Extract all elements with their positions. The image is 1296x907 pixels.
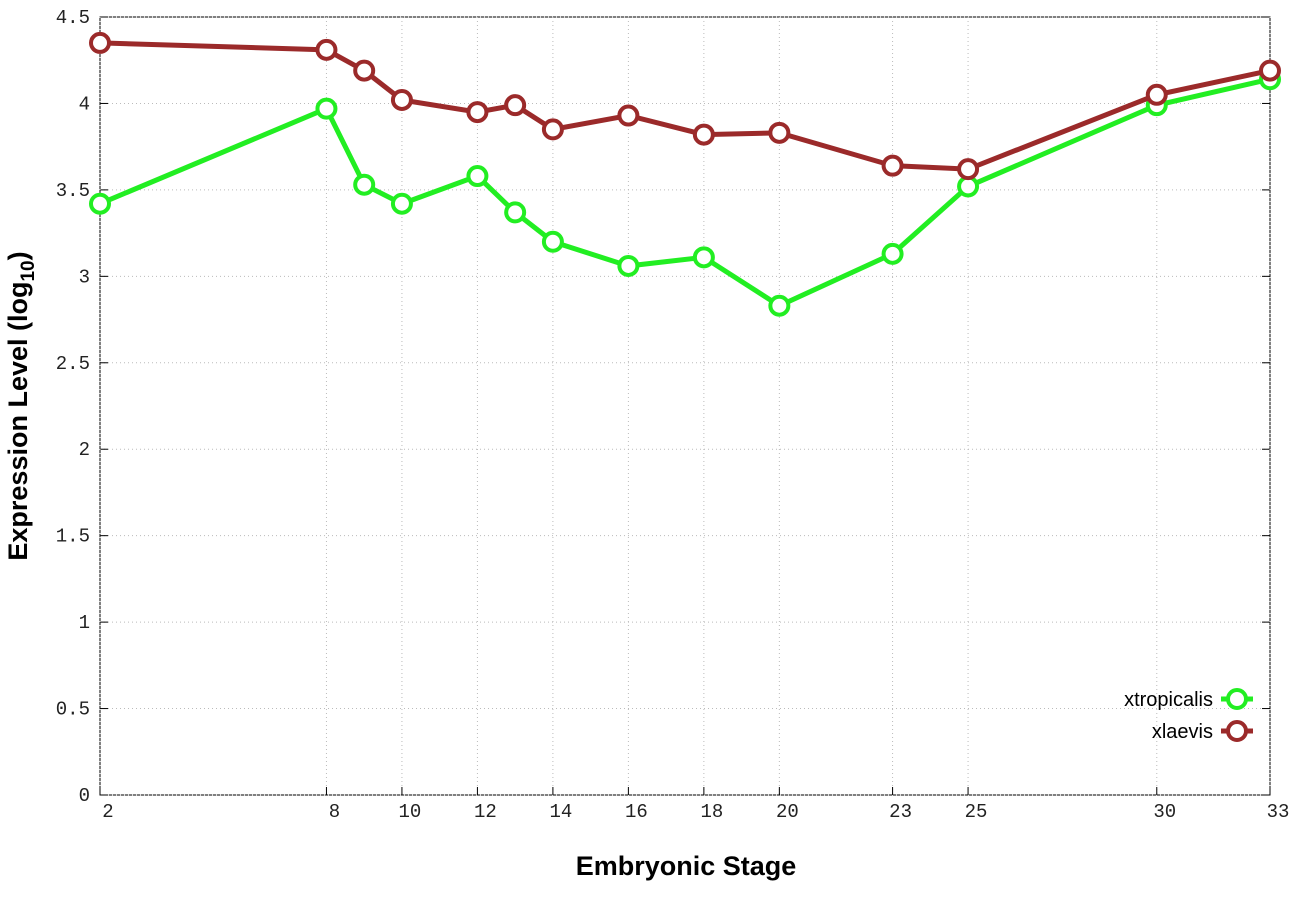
legend-marker bbox=[1226, 688, 1248, 710]
series-line bbox=[99, 76, 1271, 309]
legend-label: xlaevis bbox=[1152, 721, 1213, 743]
data-point bbox=[541, 230, 564, 253]
y-tick-label: 3.5 bbox=[56, 180, 90, 202]
y-title-subscript: 10 bbox=[18, 260, 39, 281]
x-axis-title: Embryonic Stage bbox=[576, 851, 797, 881]
data-point bbox=[881, 154, 904, 177]
y-axis-title: Expression Level (log10) bbox=[3, 251, 39, 560]
data-point bbox=[957, 158, 980, 181]
x-tick-label: 10 bbox=[399, 801, 422, 823]
x-tick-label: 8 bbox=[329, 801, 340, 823]
data-point bbox=[89, 192, 111, 215]
data-point bbox=[466, 101, 489, 124]
data-point bbox=[504, 94, 527, 117]
x-tick-label: 23 bbox=[889, 801, 912, 823]
data-point bbox=[768, 121, 791, 144]
data-point bbox=[692, 246, 715, 269]
data-point bbox=[466, 165, 489, 188]
y-title-text: Expression Level (log bbox=[3, 282, 33, 561]
x-tick-label: 20 bbox=[776, 801, 799, 823]
data-point bbox=[353, 59, 376, 82]
data-point bbox=[692, 123, 715, 146]
data-point bbox=[89, 31, 111, 54]
x-tick-label: 16 bbox=[625, 801, 648, 823]
x-tick-label: 33 bbox=[1267, 801, 1290, 823]
x-tick-label: 12 bbox=[474, 801, 497, 823]
y-tick-label: 2 bbox=[79, 439, 90, 461]
data-point bbox=[353, 173, 376, 196]
data-point bbox=[390, 192, 413, 215]
x-tick-label: 14 bbox=[549, 801, 572, 823]
data-point bbox=[315, 97, 338, 120]
data-point bbox=[390, 88, 413, 111]
data-point bbox=[504, 201, 527, 224]
y-title-end: ) bbox=[3, 251, 33, 260]
data-point bbox=[1259, 59, 1281, 82]
y-tick-label: 4 bbox=[79, 93, 90, 115]
data-point bbox=[768, 294, 791, 317]
x-tick-label: 18 bbox=[700, 801, 723, 823]
y-tick-label: 1.5 bbox=[56, 526, 90, 548]
data-point bbox=[617, 254, 640, 277]
y-tick-label: 4.5 bbox=[56, 7, 90, 29]
x-tick-label: 2 bbox=[102, 801, 113, 823]
x-tick-label: 25 bbox=[965, 801, 988, 823]
legend-marker bbox=[1226, 720, 1248, 742]
legend-label: xtropicalis bbox=[1124, 689, 1213, 711]
data-point bbox=[617, 104, 640, 127]
data-point bbox=[541, 118, 564, 141]
y-tick-label: 3 bbox=[79, 266, 90, 288]
y-tick-label: 2.5 bbox=[56, 353, 90, 375]
data-point bbox=[315, 38, 338, 61]
data-point bbox=[881, 242, 904, 265]
y-tick-label: 1 bbox=[79, 612, 90, 634]
data-point bbox=[1145, 83, 1168, 106]
y-tick-label: 0 bbox=[79, 785, 90, 807]
x-tick-label: 30 bbox=[1153, 801, 1176, 823]
series-line bbox=[99, 40, 1271, 172]
y-tick-label: 0.5 bbox=[56, 699, 90, 721]
